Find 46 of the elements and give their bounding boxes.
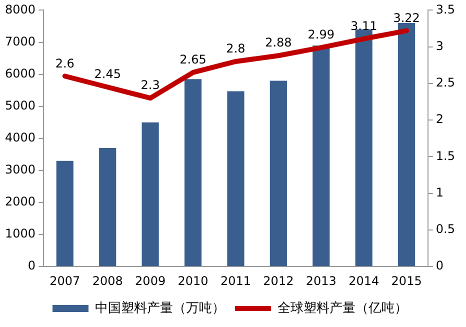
y2-tick-label: 3: [436, 38, 444, 53]
x-tick-label: 2009: [135, 274, 166, 288]
data-label: 2.45: [94, 67, 121, 82]
y-tick-label: 3000: [4, 162, 36, 177]
data-label: 2.65: [180, 52, 206, 67]
bar: [99, 148, 116, 266]
data-label: 2.88: [265, 36, 292, 50]
x-tick-label: 2015: [391, 274, 422, 288]
data-label: 2.6: [55, 56, 74, 70]
x-tick-label: 2012: [263, 274, 294, 288]
x-tick-label: 2011: [220, 274, 251, 288]
y-tick-label: 1000: [4, 226, 36, 241]
y2-tick-label: 1.5: [436, 148, 456, 163]
x-tick-label: 2007: [50, 274, 80, 288]
bar: [270, 80, 287, 266]
y2-tick-label: 0.5: [436, 222, 456, 236]
bar: [184, 79, 202, 266]
y2-tick-label: 3.5: [436, 2, 456, 16]
bar: [312, 45, 330, 266]
legend-label: 全球塑料产量（亿吨）: [278, 300, 408, 316]
y-tick-label: 8000: [4, 2, 36, 16]
y2-tick-label: 1: [436, 185, 444, 200]
bar: [56, 160, 74, 266]
y-tick-label: 5000: [4, 98, 36, 112]
data-label: 3.11: [350, 18, 378, 33]
y-tick-label: 7000: [4, 34, 36, 48]
x-tick-label: 2013: [306, 274, 336, 288]
x-tick-label: 2008: [92, 274, 123, 288]
data-label: 2.8: [226, 42, 246, 56]
y2-tick-label: 2.5: [436, 76, 456, 90]
y2-tick-label: 2: [436, 112, 444, 126]
x-tick-label: 2010: [178, 274, 208, 288]
y-tick-label: 2000: [4, 194, 36, 209]
y2-tick-label: 0: [436, 258, 444, 273]
y-tick-label: 4000: [4, 130, 36, 145]
bar: [142, 122, 159, 266]
bar: [398, 23, 416, 266]
x-tick-label: 2014: [348, 274, 380, 288]
y-tick-label: 6000: [4, 66, 36, 80]
legend-label: 中国塑料产量（万吨）: [95, 300, 225, 316]
y-tick-label: 0: [28, 258, 36, 273]
data-label: 2.99: [308, 28, 335, 42]
data-label: 2.3: [140, 78, 160, 92]
bar: [227, 91, 244, 266]
bar: [355, 29, 372, 266]
data-label: 3.22: [393, 10, 420, 25]
